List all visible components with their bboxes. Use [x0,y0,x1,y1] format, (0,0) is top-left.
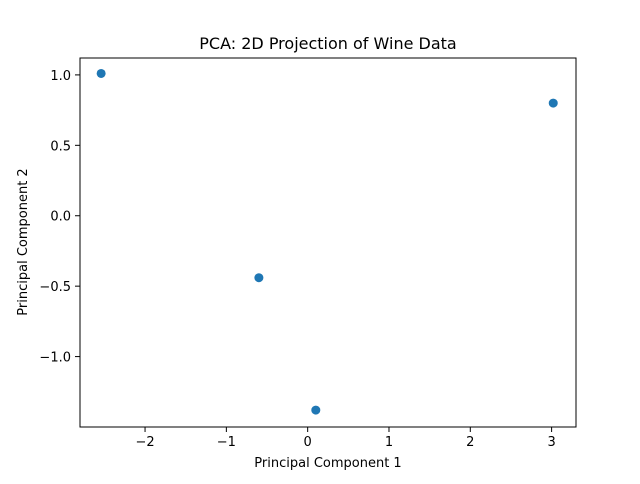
scatter-point [548,98,558,108]
scatter-point [311,405,321,415]
data-points [96,68,558,415]
x-tick-label: 1 [385,435,393,450]
x-tick-label: −1 [217,435,236,450]
x-tick-label: −2 [135,435,154,450]
scatter-point [254,273,264,283]
x-tick-label: 0 [304,435,312,450]
y-tick-label: 0.0 [50,210,71,225]
y-tick-label: 0.5 [50,139,71,154]
y-axis-label: Principal Component 2 [16,168,31,315]
scatter-point [96,68,106,78]
y-tick-label: −0.5 [39,280,71,295]
tick-layer: −2 −1 0 1 2 3 −1.0 −0.5 0.0 0.5 1.0 [39,69,555,450]
x-tick-label: 3 [547,435,555,450]
x-tick-label: 2 [466,435,474,450]
y-tick-label: 1.0 [50,69,71,84]
plot-area-frame [79,57,577,428]
y-tick-label: −1.0 [39,351,71,366]
chart-title: PCA: 2D Projection of Wine Data [199,34,456,53]
x-axis-label: Principal Component 1 [254,456,401,471]
